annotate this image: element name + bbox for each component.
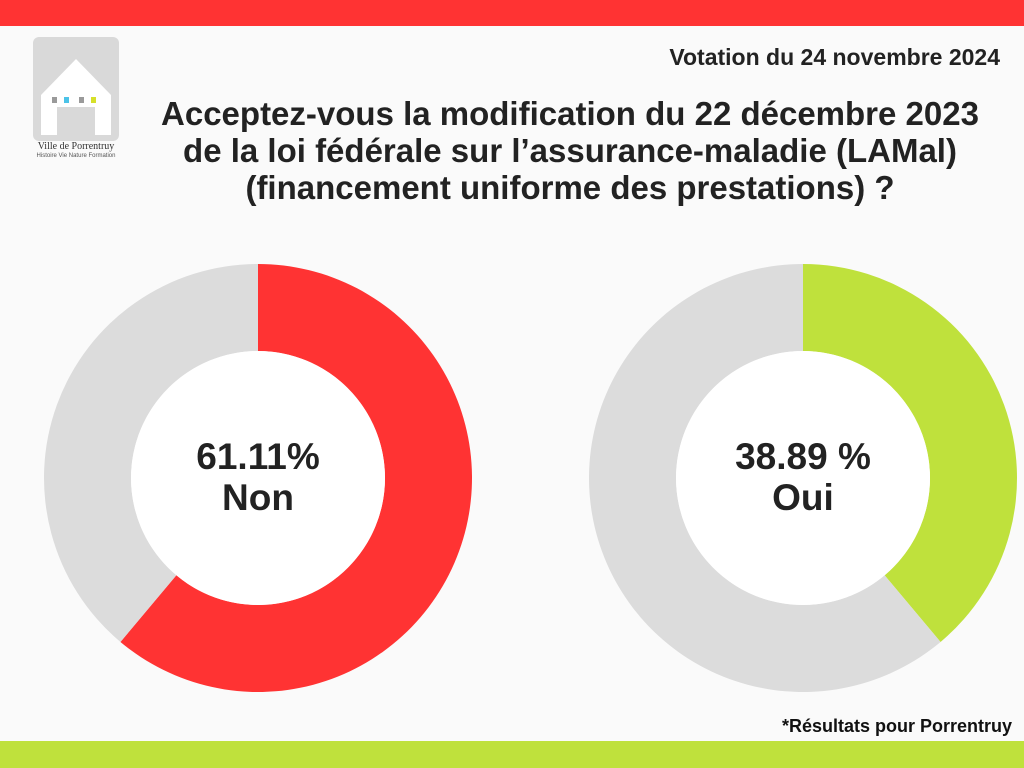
logo <box>33 37 119 141</box>
donut-hole-0 <box>131 351 385 605</box>
vote-question: Acceptez-vous la modification du 22 déce… <box>161 95 979 206</box>
donut-label-non: 61.11% Non <box>42 262 474 694</box>
house-icon <box>41 59 111 135</box>
donut-svg-oui <box>589 264 1017 692</box>
donut-slice-oui-1 <box>803 264 1017 642</box>
logo-name: Ville de Porrentruy <box>37 141 115 152</box>
bottom-accent-bar <box>0 741 1024 768</box>
vote-date: Votation du 24 novembre 2024 <box>669 44 1000 70</box>
donut-value-oui: 38.89 % <box>735 436 871 478</box>
footnote: *Résultats pour Porrentruy <box>781 716 1012 736</box>
donut-slice-remainder-1 <box>589 264 941 692</box>
donut-svg-non <box>43 264 473 692</box>
top-accent-bar <box>0 0 1024 26</box>
donut-chart-oui: 38.89 % Oui <box>587 262 1019 694</box>
donut-slice-non-0 <box>120 264 473 692</box>
donut-slice-remainder-0 <box>43 264 258 642</box>
donut-value-non: 61.11% <box>196 436 320 478</box>
donut-chart-non: 61.11% Non <box>42 262 474 694</box>
donut-answer-non: Non <box>222 477 294 518</box>
donut-hole-1 <box>676 351 930 605</box>
logo-tagline: Histoire Vie Nature Formation <box>36 153 116 159</box>
donut-answer-oui: Oui <box>772 477 834 518</box>
donut-label-oui: 38.89 % Oui <box>587 262 1019 694</box>
